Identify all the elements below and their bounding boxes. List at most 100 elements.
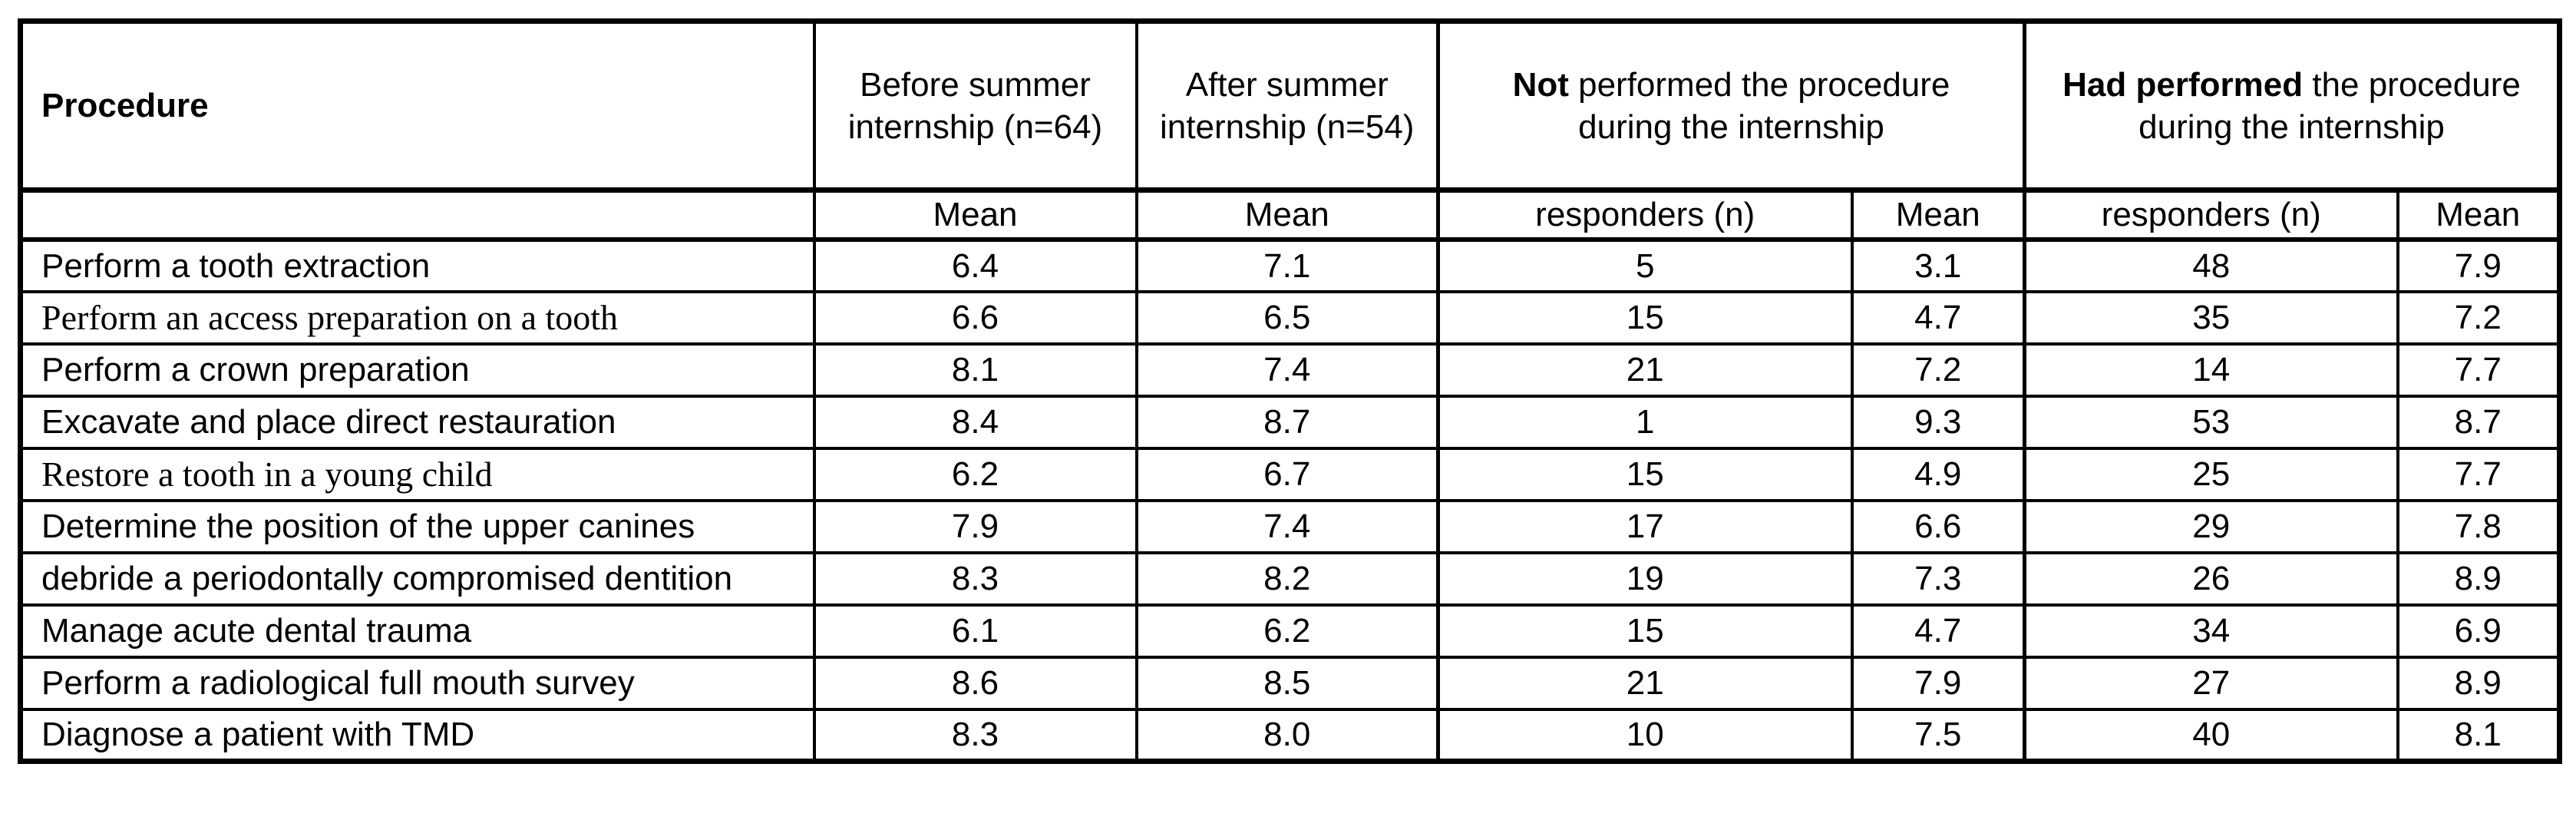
cell-had-responders: 40 — [2023, 707, 2399, 763]
cell-not-mean: 7.3 — [1850, 551, 2026, 607]
cell-procedure: Perform a radiological full mouth survey — [18, 655, 816, 711]
cell-after-mean: 6.5 — [1134, 289, 1440, 346]
cell-not-mean: 7.9 — [1850, 655, 2026, 711]
cell-had-responders: 25 — [2023, 446, 2399, 502]
not-performed-label: Not performed the procedure during the i… — [1478, 64, 1985, 148]
cell-not-mean: 9.3 — [1850, 394, 2026, 450]
col-header-before-internship: Before summer internship (n=64) — [812, 19, 1138, 193]
subheader-had-responders: responders (n) — [2023, 188, 2399, 242]
cell-before-mean: 6.2 — [812, 446, 1138, 502]
cell-not-responders: 1 — [1436, 394, 1854, 450]
had-performed-label: Had performed the procedure during the i… — [2046, 64, 2538, 148]
cell-not-mean: 7.5 — [1850, 707, 2026, 763]
cell-not-mean: 4.7 — [1850, 289, 2026, 346]
cell-before-mean: 6.1 — [812, 603, 1138, 659]
cell-after-mean: 6.2 — [1134, 603, 1440, 659]
subheader-had-mean: Mean — [2396, 188, 2561, 242]
table-row: Excavate and place direct restauration 8… — [18, 394, 2561, 450]
table-row: Determine the position of the upper cani… — [18, 498, 2561, 554]
table-row: Restore a tooth in a young child 6.2 6.7… — [18, 446, 2561, 502]
table-container: Procedure Before summer internship (n=64… — [18, 18, 2562, 764]
col-header-after-internship: After summer internship (n=54) — [1134, 19, 1440, 193]
cell-had-mean: 8.9 — [2396, 655, 2561, 711]
cell-had-mean: 7.8 — [2396, 498, 2561, 554]
cell-before-mean: 6.6 — [812, 289, 1138, 346]
cell-had-mean: 8.9 — [2396, 551, 2561, 607]
cell-before-mean: 7.9 — [812, 498, 1138, 554]
table-row: Perform a tooth extraction 6.4 7.1 5 3.1… — [18, 237, 2561, 293]
subheader-not-mean: Mean — [1850, 188, 2026, 242]
cell-after-mean: 8.0 — [1134, 707, 1440, 763]
cell-after-mean: 7.4 — [1134, 498, 1440, 554]
had-performed-rest-part: the procedure during the internship — [2138, 65, 2521, 146]
not-performed-rest-part: performed the procedure during the inter… — [1568, 65, 1950, 146]
cell-not-responders: 21 — [1436, 655, 1854, 711]
col-header-not-performed: Not performed the procedure during the i… — [1436, 19, 2026, 193]
table-row: Perform an access preparation on a tooth… — [18, 289, 2561, 346]
not-performed-bold-part: Not — [1512, 65, 1569, 104]
cell-after-mean: 8.7 — [1134, 394, 1440, 450]
subheader-before-mean: Mean — [812, 188, 1138, 242]
cell-had-responders: 53 — [2023, 394, 2399, 450]
cell-had-responders: 48 — [2023, 237, 2399, 293]
cell-procedure: Perform a crown preparation — [18, 342, 816, 398]
cell-had-responders: 14 — [2023, 342, 2399, 398]
table-row: Perform a radiological full mouth survey… — [18, 655, 2561, 711]
cell-not-responders: 15 — [1436, 446, 1854, 502]
cell-had-responders: 27 — [2023, 655, 2399, 711]
cell-before-mean: 8.6 — [812, 655, 1138, 711]
cell-not-responders: 19 — [1436, 551, 1854, 607]
cell-not-responders: 10 — [1436, 707, 1854, 763]
cell-not-mean: 3.1 — [1850, 237, 2026, 293]
cell-not-responders: 15 — [1436, 289, 1854, 346]
results-table: Procedure Before summer internship (n=64… — [18, 18, 2562, 764]
had-performed-bold-part: Had performed — [2062, 65, 2304, 104]
cell-procedure: Determine the position of the upper cani… — [18, 498, 816, 554]
subheader-not-responders: responders (n) — [1436, 188, 1854, 242]
table-row: Perform a crown preparation 8.1 7.4 21 7… — [18, 342, 2561, 398]
table-row: Manage acute dental trauma 6.1 6.2 15 4.… — [18, 603, 2561, 659]
cell-procedure: debride a periodontally compromised dent… — [18, 551, 816, 607]
cell-not-mean: 4.9 — [1850, 446, 2026, 502]
table-row: debride a periodontally compromised dent… — [18, 551, 2561, 607]
table-row: Diagnose a patient with TMD 8.3 8.0 10 7… — [18, 707, 2561, 763]
cell-before-mean: 8.1 — [812, 342, 1138, 398]
table-subheader-row: Mean Mean responders (n) Mean responders… — [18, 188, 2561, 242]
cell-had-mean: 7.9 — [2396, 237, 2561, 293]
cell-procedure: Restore a tooth in a young child — [18, 446, 816, 502]
cell-had-mean: 8.1 — [2396, 707, 2561, 763]
subheader-after-mean: Mean — [1134, 188, 1440, 242]
cell-after-mean: 8.2 — [1134, 551, 1440, 607]
cell-not-responders: 15 — [1436, 603, 1854, 659]
cell-had-mean: 7.7 — [2396, 342, 2561, 398]
cell-had-responders: 34 — [2023, 603, 2399, 659]
subheader-procedure-empty — [18, 188, 816, 242]
cell-not-mean: 4.7 — [1850, 603, 2026, 659]
cell-after-mean: 6.7 — [1134, 446, 1440, 502]
cell-before-mean: 8.3 — [812, 551, 1138, 607]
cell-not-responders: 17 — [1436, 498, 1854, 554]
cell-procedure: Diagnose a patient with TMD — [18, 707, 816, 763]
cell-had-mean: 7.2 — [2396, 289, 2561, 346]
cell-after-mean: 8.5 — [1134, 655, 1440, 711]
cell-had-mean: 6.9 — [2396, 603, 2561, 659]
cell-had-mean: 7.7 — [2396, 446, 2561, 502]
col-header-procedure: Procedure — [18, 19, 816, 193]
cell-before-mean: 6.4 — [812, 237, 1138, 293]
cell-not-responders: 21 — [1436, 342, 1854, 398]
cell-procedure: Perform an access preparation on a tooth — [18, 289, 816, 346]
col-header-had-performed: Had performed the procedure during the i… — [2023, 19, 2561, 193]
cell-procedure: Perform a tooth extraction — [18, 237, 816, 293]
cell-before-mean: 8.4 — [812, 394, 1138, 450]
cell-not-responders: 5 — [1436, 237, 1854, 293]
cell-not-mean: 7.2 — [1850, 342, 2026, 398]
cell-had-responders: 26 — [2023, 551, 2399, 607]
cell-had-mean: 8.7 — [2396, 394, 2561, 450]
cell-procedure: Excavate and place direct restauration — [18, 394, 816, 450]
table-header-row: Procedure Before summer internship (n=64… — [18, 19, 2561, 193]
cell-before-mean: 8.3 — [812, 707, 1138, 763]
cell-after-mean: 7.1 — [1134, 237, 1440, 293]
cell-had-responders: 35 — [2023, 289, 2399, 346]
cell-after-mean: 7.4 — [1134, 342, 1440, 398]
cell-not-mean: 6.6 — [1850, 498, 2026, 554]
